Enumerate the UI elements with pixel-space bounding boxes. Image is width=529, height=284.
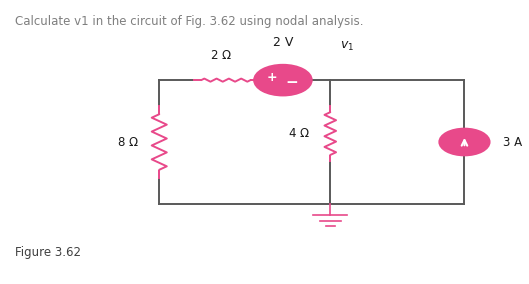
Text: Calculate v1 in the circuit of Fig. 3.62 using nodal analysis.: Calculate v1 in the circuit of Fig. 3.62… (14, 15, 363, 28)
Text: 2 $\Omega$: 2 $\Omega$ (209, 49, 232, 62)
Text: +: + (267, 71, 277, 84)
Text: Figure 3.62: Figure 3.62 (14, 246, 80, 259)
Circle shape (439, 128, 490, 156)
Text: 2 V: 2 V (273, 36, 293, 49)
Text: 8 $\Omega$: 8 $\Omega$ (117, 135, 139, 149)
Text: $\it{v}_1$: $\it{v}_1$ (340, 40, 354, 53)
Text: 4 $\Omega$: 4 $\Omega$ (288, 127, 311, 140)
Text: −: − (286, 75, 298, 90)
Text: 3 A: 3 A (503, 135, 522, 149)
Circle shape (254, 65, 312, 96)
